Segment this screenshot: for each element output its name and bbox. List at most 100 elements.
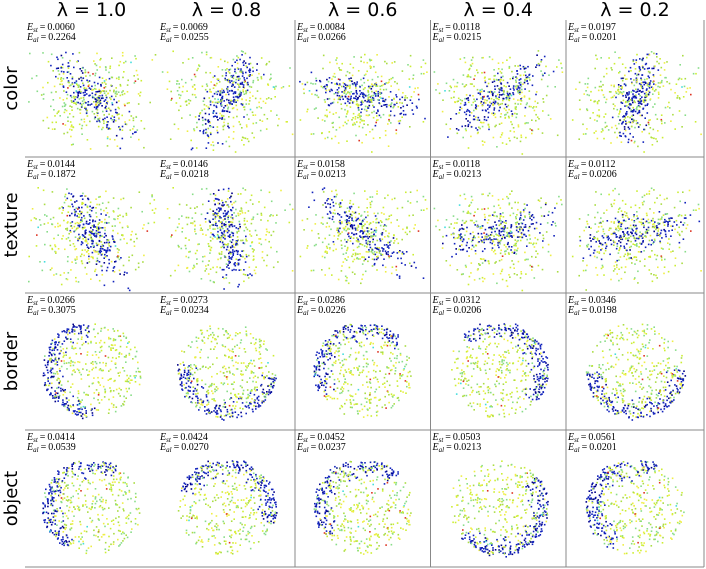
scatter-point: [88, 214, 91, 216]
metric-value: 0.0084: [317, 22, 345, 33]
scatter-point: [240, 50, 243, 52]
scatter-point: [44, 243, 46, 246]
scatter-point: [489, 214, 491, 217]
scatter-point: [629, 99, 632, 101]
scatter-point: [67, 205, 70, 208]
scatter-point: [92, 240, 94, 243]
scatter-point: [379, 91, 381, 94]
scatter-point: [384, 250, 387, 252]
scatter-point: [385, 244, 388, 246]
scatter-point: [224, 69, 227, 71]
scatter-point: [58, 73, 61, 76]
scatter-point: [375, 112, 378, 114]
scatter-point: [361, 84, 363, 87]
scatter-point: [35, 245, 38, 247]
scatter-point: [256, 63, 258, 65]
scatter-point: [349, 86, 351, 88]
scatter-point: [101, 221, 103, 223]
scatter-point: [487, 116, 489, 119]
scatter-point: [96, 259, 99, 262]
scatter-point: [398, 251, 400, 253]
scatter-point: [651, 67, 653, 70]
scatter-point: [243, 93, 246, 95]
scatter-point: [82, 192, 84, 195]
scatter-point: [126, 84, 129, 86]
scatter-point: [198, 65, 201, 67]
scatter-point: [193, 129, 196, 132]
scatter-point: [232, 243, 235, 246]
scatter-point: [639, 114, 642, 117]
scatter-point: [119, 94, 122, 97]
scatter-point: [371, 200, 373, 203]
scatter-point: [250, 86, 253, 88]
scatter-point: [67, 87, 69, 89]
scatter-point: [391, 62, 393, 64]
scatter-point: [333, 243, 335, 246]
scatter-point: [232, 74, 235, 77]
scatter-point: [123, 62, 125, 64]
scatter-point: [234, 262, 236, 264]
scatter-point: [536, 102, 539, 104]
scatter-point: [241, 54, 243, 56]
scatter-point: [520, 98, 522, 100]
scatter-point: [639, 231, 641, 233]
scatter-point: [249, 199, 252, 201]
scatter-point: [57, 234, 59, 236]
scatter-point: [237, 78, 240, 80]
scatter-point: [230, 257, 232, 259]
scatter-point: [102, 90, 105, 92]
scatter-point: [42, 119, 45, 122]
scatter-point: [122, 264, 125, 267]
scatter-point: [99, 90, 101, 93]
scatter-point: [94, 220, 97, 223]
scatter-point: [371, 85, 374, 88]
scatter-point: [240, 255, 242, 257]
scatter-point: [626, 227, 629, 229]
scatter-point: [377, 99, 379, 101]
scatter-point: [483, 239, 485, 241]
scatter-point: [441, 247, 444, 249]
scatter-point: [267, 83, 269, 85]
scatter-point: [68, 192, 70, 195]
scatter-point: [267, 84, 270, 86]
scatter-point: [216, 213, 218, 215]
scatter-point: [655, 225, 657, 227]
column-header: λ = 0.4: [464, 0, 533, 21]
scatter-point: [79, 213, 81, 216]
scatter-point: [456, 100, 459, 103]
scatter-point: [99, 92, 102, 94]
scatter-point: [619, 248, 621, 250]
scatter-point: [185, 100, 188, 102]
equals: =: [174, 169, 180, 180]
scatter-point: [375, 90, 377, 92]
scatter-point: [248, 75, 251, 77]
scatter-point: [508, 85, 510, 87]
scatter-point: [207, 264, 210, 266]
scatter-point: [96, 232, 98, 235]
scatter-point: [79, 92, 82, 94]
scatter-point: [347, 100, 349, 103]
scatter-point: [101, 96, 104, 99]
scatter-point: [351, 119, 353, 121]
scatter-point: [338, 84, 340, 87]
scatter-point: [82, 235, 85, 237]
scatter-point: [90, 103, 93, 105]
scatter-point: [533, 109, 536, 112]
scatter-point: [112, 267, 115, 269]
scatter-point: [352, 260, 354, 263]
scatter-point: [222, 89, 225, 92]
scatter-point: [618, 86, 620, 88]
scatter-point: [336, 193, 338, 196]
scatter-point: [646, 84, 649, 86]
scatter-point: [387, 241, 389, 244]
scatter-point: [214, 203, 216, 206]
scatter-point: [619, 241, 622, 244]
scatter-point: [121, 226, 124, 229]
scatter-point: [467, 123, 470, 126]
scatter-point: [209, 248, 211, 251]
scatter-point: [618, 240, 620, 242]
scatter-point: [71, 221, 74, 223]
scatter-point: [80, 97, 82, 99]
scatter-point: [619, 119, 621, 121]
scatter-point: [619, 56, 621, 59]
